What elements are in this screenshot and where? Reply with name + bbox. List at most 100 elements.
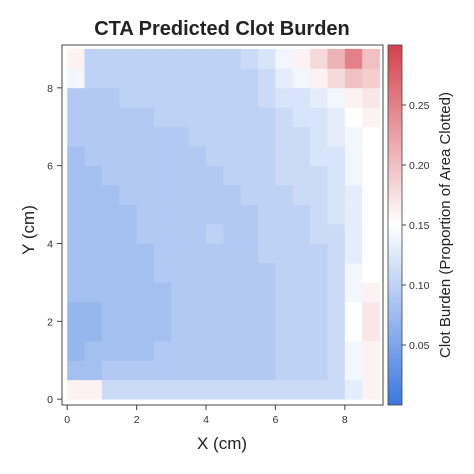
heatmap-cell <box>310 262 328 283</box>
heatmap-cell <box>153 282 172 303</box>
heatmap-cell <box>84 68 103 89</box>
heatmap-cell <box>310 165 328 186</box>
heatmap-cell <box>275 340 294 361</box>
heatmap-cell <box>344 204 363 225</box>
heatmap-cell <box>310 126 328 147</box>
heatmap-cell <box>206 126 224 147</box>
heatmap-cell <box>136 185 155 205</box>
heatmap-cell <box>258 379 276 400</box>
heatmap-cell <box>119 126 138 147</box>
heatmap-cell <box>153 340 172 361</box>
heatmap-cell <box>240 48 259 69</box>
heatmap-cell <box>101 360 120 381</box>
heatmap-cell <box>206 204 224 225</box>
heatmap-cell <box>327 48 346 69</box>
heatmap-cell <box>258 146 276 167</box>
heatmap-cell <box>223 340 242 361</box>
heatmap-cell <box>310 48 328 69</box>
y-tick-label: 8 <box>47 83 53 95</box>
heatmap-cell <box>240 87 259 108</box>
heatmap-cell <box>223 243 242 264</box>
heatmap-cell <box>119 243 138 264</box>
heatmap-cell <box>84 185 103 205</box>
heatmap-cell <box>292 146 311 167</box>
heatmap-cell <box>101 262 120 283</box>
heatmap-cell <box>136 165 155 186</box>
heatmap-cell <box>223 185 242 205</box>
heatmap-cell <box>362 262 380 283</box>
heatmap-cell <box>206 340 224 361</box>
heatmap-cell <box>223 68 242 89</box>
heatmap-cell <box>171 301 190 322</box>
heatmap-cell <box>344 224 363 244</box>
heatmap-cell <box>153 68 172 89</box>
heatmap-cell <box>327 321 346 342</box>
heatmap-cell <box>136 340 155 361</box>
heatmap-cell <box>327 126 346 147</box>
heatmap-cell <box>188 165 207 186</box>
heatmap-cell <box>240 340 259 361</box>
heatmap-cell <box>171 224 190 244</box>
heatmap-cell <box>67 301 85 322</box>
heatmap-cell <box>136 321 155 342</box>
heatmap-cell <box>327 243 346 264</box>
heatmap-cell <box>292 87 311 108</box>
heatmap-cell <box>310 360 328 381</box>
heatmap-cell <box>101 243 120 264</box>
heatmap-cell <box>171 321 190 342</box>
heatmap-cell <box>101 185 120 205</box>
heatmap-cell <box>188 126 207 147</box>
heatmap-cell <box>223 146 242 167</box>
heatmap-cell <box>188 185 207 205</box>
y-axis-ticks: 0 2 4 6 8 <box>47 83 62 406</box>
heatmap-cell <box>153 165 172 186</box>
heatmap-cell <box>240 68 259 89</box>
heatmap-cell <box>275 126 294 147</box>
heatmap-cell <box>67 321 85 342</box>
heatmap-cell <box>84 243 103 264</box>
heatmap-cell <box>188 146 207 167</box>
heatmap-cell <box>119 262 138 283</box>
heatmap-cell <box>153 243 172 264</box>
heatmap-cell <box>119 379 138 400</box>
heatmap-cell <box>84 165 103 186</box>
heatmap-cell <box>188 224 207 244</box>
heatmap-cell <box>240 243 259 264</box>
heatmap-cell <box>344 301 363 322</box>
heatmap-cell <box>240 379 259 400</box>
colorbar-tick-label: 0.10 <box>409 280 430 292</box>
heatmap-cell <box>119 301 138 322</box>
heatmap-cell <box>206 48 224 69</box>
heatmap-cell <box>101 204 120 225</box>
heatmap-cell <box>362 321 380 342</box>
heatmap-cell <box>310 243 328 264</box>
heatmap-cell <box>206 146 224 167</box>
heatmap-cell <box>292 185 311 205</box>
heatmap-cell <box>240 204 259 225</box>
heatmap-cell <box>67 126 85 147</box>
heatmap-cell <box>327 340 346 361</box>
heatmap-cell <box>344 126 363 147</box>
heatmap-cell <box>344 165 363 186</box>
heatmap-cell <box>206 301 224 322</box>
heatmap-cell <box>188 262 207 283</box>
heatmap-cell <box>153 48 172 69</box>
y-tick-label: 6 <box>47 161 53 173</box>
heatmap-cell <box>362 48 380 69</box>
heatmap-cell <box>171 262 190 283</box>
heatmap-cell <box>344 321 363 342</box>
heatmap-cell <box>67 262 85 283</box>
heatmap-cell <box>240 321 259 342</box>
heatmap-cell <box>153 379 172 400</box>
heatmap-cell <box>362 107 380 128</box>
heatmap-cell <box>292 204 311 225</box>
heatmap-cell <box>327 379 346 400</box>
heatmap-cell <box>327 146 346 167</box>
heatmap-cell <box>258 243 276 264</box>
heatmap-cell <box>362 301 380 322</box>
x-axis-ticks: 0 2 4 6 8 <box>64 405 348 426</box>
x-tick-label: 4 <box>203 414 209 426</box>
heatmap-cell <box>119 224 138 244</box>
heatmap-cell <box>292 48 311 69</box>
heatmap-cell <box>171 185 190 205</box>
